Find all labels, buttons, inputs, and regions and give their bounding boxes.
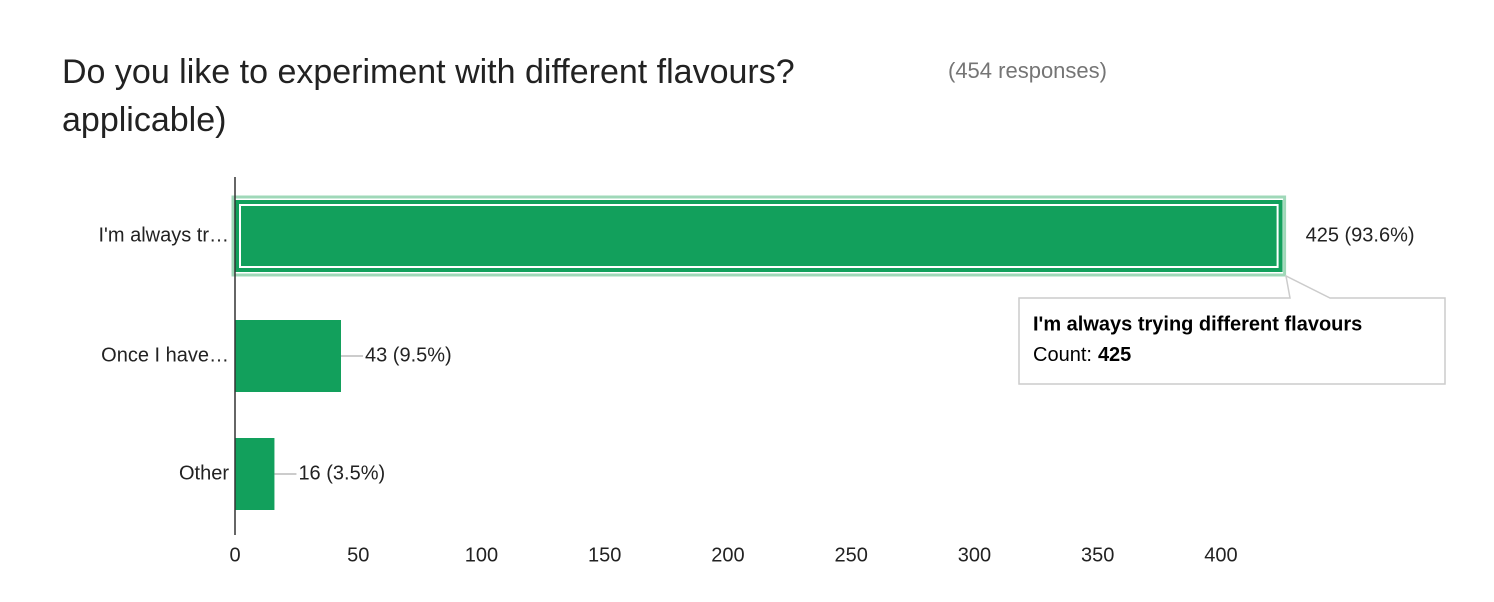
tooltip-title: I'm always trying different flavours bbox=[1033, 313, 1362, 335]
x-tick-label: 50 bbox=[347, 544, 369, 566]
tooltip-count: 425 bbox=[1098, 344, 1131, 366]
x-tick-label: 150 bbox=[588, 544, 621, 566]
x-tick-label: 0 bbox=[229, 544, 240, 566]
chart-title-line: applicable) bbox=[62, 101, 226, 139]
tooltip: I'm always trying different flavours Coun… bbox=[1018, 274, 1446, 385]
bar bbox=[235, 438, 275, 510]
x-tick-label: 250 bbox=[835, 544, 868, 566]
x-tick-label: 200 bbox=[711, 544, 744, 566]
bar-highlight bbox=[231, 195, 1287, 277]
x-tick-label: 400 bbox=[1204, 544, 1237, 566]
chart-title: Do you like to experiment with different… bbox=[62, 53, 795, 91]
bar-outline bbox=[239, 204, 1279, 268]
value-label: 43 (9.5%) bbox=[365, 344, 452, 366]
tooltip-value: Count: 425 bbox=[1033, 344, 1131, 366]
value-label: 16 (3.5%) bbox=[298, 462, 385, 484]
bar bbox=[235, 200, 1283, 272]
y-tick-label: I'm always tr… bbox=[99, 224, 230, 246]
tooltip-label: Count: bbox=[1033, 344, 1092, 366]
y-tick-label: Once I have… bbox=[101, 344, 229, 366]
tooltip-box bbox=[1018, 274, 1446, 385]
x-tick-label: 350 bbox=[1081, 544, 1114, 566]
y-tick-label: Other bbox=[179, 462, 229, 484]
value-label: 425 (93.6%) bbox=[1306, 224, 1415, 246]
bar bbox=[235, 320, 341, 392]
x-tick-label: 300 bbox=[958, 544, 991, 566]
x-tick-label: 100 bbox=[465, 544, 498, 566]
chart-subtitle: (454 responses) bbox=[948, 58, 1107, 83]
